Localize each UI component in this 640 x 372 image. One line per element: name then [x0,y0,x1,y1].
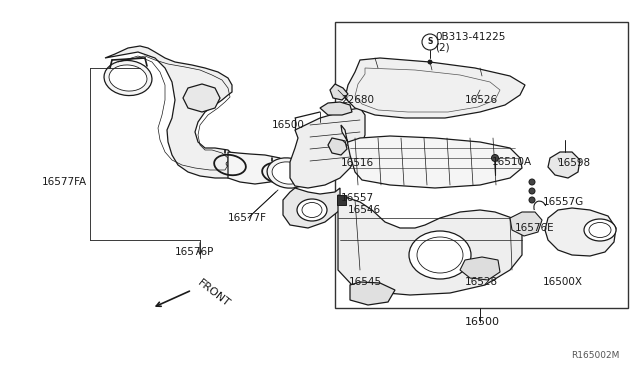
Polygon shape [548,152,580,178]
Circle shape [529,188,535,194]
Polygon shape [290,108,365,188]
Ellipse shape [584,219,616,241]
Text: 16500: 16500 [465,317,500,327]
Bar [337,195,346,205]
Text: 0B313-41225: 0B313-41225 [435,32,506,42]
Polygon shape [328,138,347,155]
Polygon shape [341,125,522,188]
Text: 16576P: 16576P [175,247,214,257]
Circle shape [529,179,535,185]
Circle shape [529,197,535,203]
Text: 16500: 16500 [272,120,305,130]
Text: R165002M: R165002M [572,350,620,359]
Text: 16557G: 16557G [543,197,584,207]
Polygon shape [330,84,348,100]
Text: (2): (2) [435,43,450,53]
Polygon shape [283,188,340,228]
Ellipse shape [409,231,471,279]
Text: 16576E: 16576E [515,223,555,233]
Text: 16545: 16545 [349,277,382,287]
Polygon shape [350,282,395,305]
Polygon shape [320,102,352,115]
Polygon shape [345,58,525,118]
Text: 16598: 16598 [558,158,591,168]
Text: 16528: 16528 [465,277,498,287]
Polygon shape [228,152,280,184]
Text: 16577F: 16577F [228,213,267,223]
Circle shape [422,34,438,50]
Polygon shape [460,257,500,280]
Polygon shape [545,208,616,256]
Polygon shape [183,84,220,112]
Circle shape [428,60,433,64]
Polygon shape [338,195,522,295]
Text: 16516: 16516 [341,158,374,168]
Text: 16500X: 16500X [543,277,583,287]
Ellipse shape [267,158,309,188]
Text: 16546: 16546 [348,205,381,215]
Polygon shape [105,46,238,178]
Text: 16526: 16526 [465,95,498,105]
Ellipse shape [297,199,327,221]
Polygon shape [510,212,542,236]
Bar [335,22,628,308]
Ellipse shape [272,162,304,184]
Ellipse shape [109,65,147,91]
Text: FRONT: FRONT [196,278,232,309]
Text: S: S [428,38,433,46]
Text: 22680: 22680 [341,95,374,105]
Text: 16557: 16557 [341,193,374,203]
Text: 16577FA: 16577FA [42,177,87,187]
Circle shape [492,154,499,161]
Text: 16510A: 16510A [492,157,532,167]
Ellipse shape [104,60,152,96]
